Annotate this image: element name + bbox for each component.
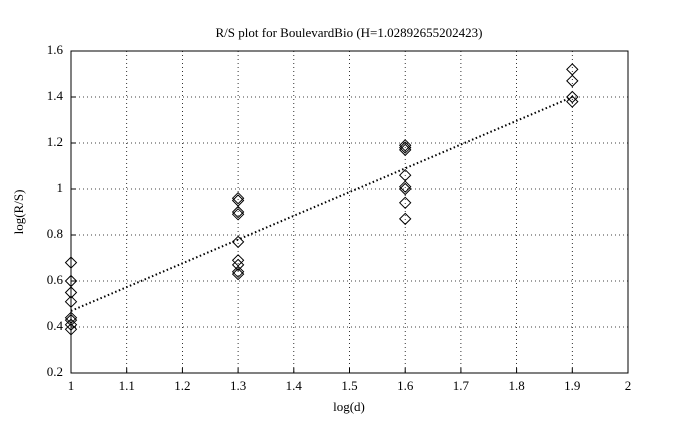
y-tick-label: 1.6 xyxy=(47,42,64,57)
x-tick-label: 1.9 xyxy=(564,378,580,393)
x-tick-label: 1.5 xyxy=(341,378,357,393)
chart-title: R/S plot for BoulevardBio (H=1.028926552… xyxy=(216,25,483,40)
y-tick-label: 0.4 xyxy=(47,318,64,333)
point xyxy=(231,258,245,272)
y-tick-label: 1 xyxy=(57,180,64,195)
x-tick-label: 1.4 xyxy=(286,378,303,393)
y-tick-label: 1.2 xyxy=(47,134,63,149)
y-tick-label: 0.2 xyxy=(47,364,63,379)
y-tick-label: 0.8 xyxy=(47,226,63,241)
x-tick-label: 1 xyxy=(68,378,75,393)
point xyxy=(64,256,78,269)
point xyxy=(231,235,245,249)
y-tick-label: 1.4 xyxy=(47,88,64,103)
x-axis-label: log(d) xyxy=(333,399,365,414)
point xyxy=(566,74,579,88)
x-tick-label: 1.8 xyxy=(508,378,524,393)
point xyxy=(231,267,245,281)
x-tick-label: 1.3 xyxy=(230,378,246,393)
point xyxy=(64,313,78,327)
x-tick-label: 1.6 xyxy=(397,378,414,393)
point xyxy=(64,286,78,299)
point xyxy=(231,254,245,267)
point xyxy=(64,323,78,336)
x-tick-label: 2 xyxy=(625,378,632,393)
x-tick-label: 1.2 xyxy=(174,378,190,393)
point xyxy=(566,63,579,76)
point xyxy=(398,141,412,154)
point xyxy=(231,265,245,279)
point xyxy=(398,212,412,226)
point xyxy=(398,139,412,152)
point xyxy=(231,205,245,219)
point xyxy=(398,143,412,157)
point xyxy=(64,318,78,331)
point xyxy=(231,208,245,221)
point xyxy=(566,90,579,104)
point xyxy=(398,182,412,196)
y-axis-label: log(R/S) xyxy=(11,190,26,235)
point xyxy=(398,180,412,193)
point xyxy=(231,191,245,205)
point xyxy=(398,196,412,210)
y-tick-label: 0.6 xyxy=(47,272,64,287)
point xyxy=(64,295,78,308)
x-tick-label: 1.1 xyxy=(119,378,135,393)
fit-line xyxy=(70,96,573,312)
x-tick-label: 1.7 xyxy=(453,378,470,393)
point xyxy=(566,95,579,108)
